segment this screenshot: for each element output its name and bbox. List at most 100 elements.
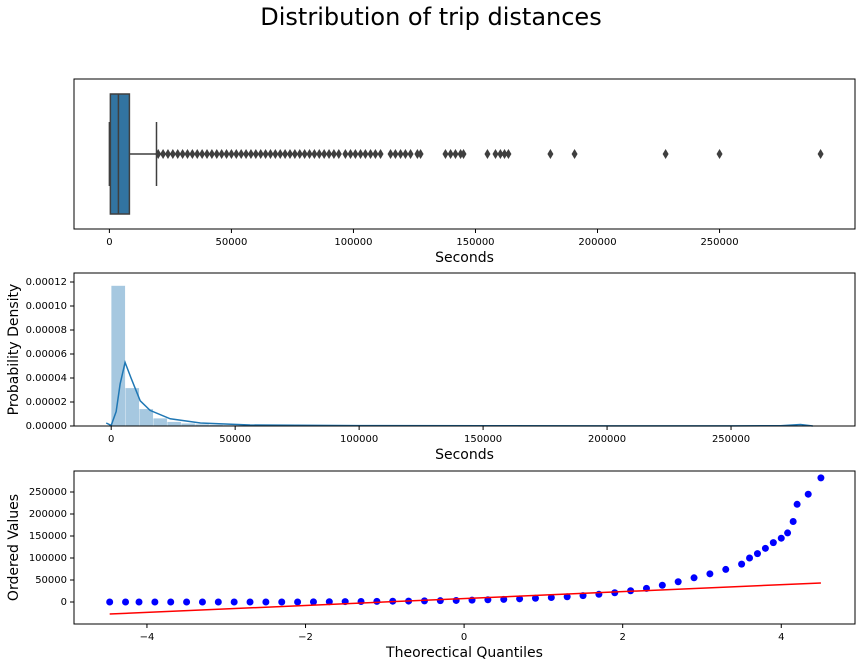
- axes-frame: [73, 78, 856, 230]
- qq-point: [746, 554, 754, 562]
- outlier: [199, 149, 206, 159]
- outlier: [492, 149, 499, 159]
- outlier: [326, 149, 333, 159]
- y-tick-label: 100000: [29, 553, 67, 564]
- outlier: [484, 149, 491, 159]
- y-tick-label: 0: [61, 597, 67, 608]
- qq-point: [214, 598, 222, 606]
- outlier: [497, 149, 504, 159]
- outlier: [223, 149, 230, 159]
- qq-point: [658, 581, 666, 589]
- qq-point: [122, 598, 130, 606]
- qq-point: [452, 596, 460, 604]
- outlier: [392, 149, 399, 159]
- outlier: [238, 149, 245, 159]
- outlier: [501, 149, 508, 159]
- qq-point: [563, 593, 571, 601]
- x-axis-label: Theorectical Quantiles: [385, 645, 543, 661]
- outlier: [228, 149, 235, 159]
- qq-point: [690, 574, 698, 582]
- outlier: [402, 149, 409, 159]
- outlier: [357, 149, 364, 159]
- outlier: [233, 149, 240, 159]
- qq-point: [784, 529, 792, 537]
- x-tick-label: 250000: [712, 434, 750, 445]
- outlier: [362, 149, 369, 159]
- y-tick-label: 0.00012: [26, 277, 67, 288]
- qq-point: [738, 560, 746, 568]
- outlier: [330, 149, 337, 159]
- outlier: [208, 149, 215, 159]
- qq-point: [167, 598, 175, 606]
- x-tick-label: 200000: [578, 237, 616, 248]
- x-tick-label: 50000: [216, 237, 248, 248]
- outlier: [189, 149, 196, 159]
- qq-point: [793, 500, 801, 508]
- qq-point: [761, 544, 769, 552]
- qq-point: [674, 578, 682, 586]
- qq-point: [777, 534, 785, 542]
- outlier: [347, 149, 354, 159]
- outlier: [452, 149, 459, 159]
- outlier: [267, 149, 274, 159]
- outlier: [252, 149, 259, 159]
- outlier: [174, 149, 181, 159]
- outlier: [335, 149, 342, 159]
- y-tick-label: 0.00006: [26, 349, 67, 360]
- outlier: [387, 149, 394, 159]
- outlier: [218, 149, 225, 159]
- y-tick-label: 0.00010: [26, 301, 67, 312]
- outlier: [204, 149, 211, 159]
- outlier: [547, 149, 554, 159]
- outlier: [296, 149, 303, 159]
- outlier: [257, 149, 264, 159]
- outlier: [407, 149, 414, 159]
- outlier: [169, 149, 176, 159]
- outlier: [311, 149, 318, 159]
- x-tick-label: 200000: [588, 434, 626, 445]
- x-tick-label: 0: [461, 632, 467, 643]
- qq-point: [230, 598, 238, 606]
- x-axis-label: Seconds: [435, 250, 494, 266]
- outlier: [213, 149, 220, 159]
- outlier: [367, 149, 374, 159]
- outlier: [316, 149, 323, 159]
- outlier: [262, 149, 269, 159]
- histogram-bar: [111, 285, 126, 427]
- qq-point: [294, 598, 302, 606]
- outlier: [301, 149, 308, 159]
- outlier: [460, 149, 467, 159]
- x-tick-label: −4: [140, 632, 155, 643]
- y-tick-label: 200000: [29, 509, 67, 520]
- qq-point: [246, 598, 254, 606]
- outlier: [662, 149, 669, 159]
- outlier: [291, 149, 298, 159]
- outlier: [397, 149, 404, 159]
- qq-point: [753, 550, 761, 558]
- x-tick-label: 100000: [334, 237, 372, 248]
- qq-point: [278, 598, 286, 606]
- histogram-bar: [152, 418, 168, 427]
- axes-frame: [73, 272, 856, 427]
- outlier: [571, 149, 578, 159]
- y-tick-label: 0.00004: [26, 373, 67, 384]
- qq-point: [151, 598, 159, 606]
- outlier: [164, 149, 171, 159]
- qq-point: [817, 474, 825, 482]
- qq-point: [531, 594, 539, 602]
- qq-point: [357, 597, 365, 605]
- y-tick-label: 150000: [29, 531, 67, 542]
- outlier: [306, 149, 313, 159]
- outlier: [342, 149, 349, 159]
- y-tick-label: 250000: [29, 487, 67, 498]
- outlier: [372, 149, 379, 159]
- y-tick-label: 0.00008: [26, 325, 67, 336]
- outlier: [817, 149, 824, 159]
- outlier: [272, 149, 279, 159]
- histogram-bar: [166, 421, 182, 427]
- outlier: [716, 149, 723, 159]
- qq-point: [611, 589, 619, 597]
- x-tick-label: 150000: [464, 434, 502, 445]
